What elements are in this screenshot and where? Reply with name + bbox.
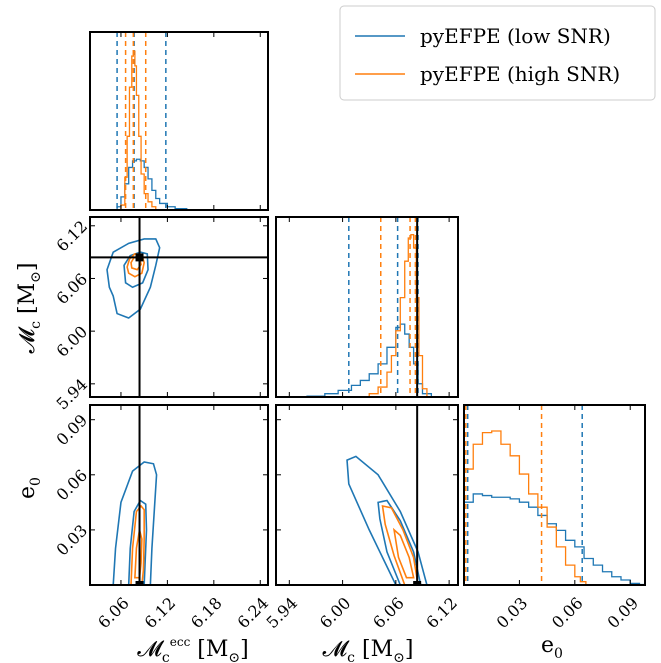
x-tick-label: 6.18 bbox=[187, 593, 226, 632]
legend: pyEFPE (low SNR) pyEFPE (high SNR) bbox=[339, 5, 656, 101]
panel-frame bbox=[275, 404, 459, 586]
marginal-panel-mc_ecc bbox=[89, 31, 269, 211]
truth-marker bbox=[135, 581, 144, 585]
y-tick-label: 0.09 bbox=[53, 411, 92, 450]
legend-label-low: pyEFPE (low SNR) bbox=[420, 24, 611, 48]
contour-line bbox=[106, 238, 161, 319]
x-tick-label: 5.94 bbox=[263, 593, 302, 632]
y-tick-label: 6.00 bbox=[53, 322, 92, 361]
y-axis-label-mc: 𝓜c [M⊙] bbox=[15, 263, 44, 354]
x-tick-label: 6.12 bbox=[422, 593, 461, 632]
panel-frame bbox=[89, 31, 269, 211]
histogram-step-high bbox=[276, 234, 458, 397]
histogram-step-high bbox=[90, 50, 268, 210]
x-tick-label: 6.06 bbox=[369, 593, 408, 632]
marginal-panel-mc bbox=[275, 216, 459, 398]
marginal-panel-e0: 0.03 0.06 0.09 bbox=[463, 404, 646, 632]
y-tick-label: 0.06 bbox=[53, 466, 92, 505]
histogram-step-low bbox=[464, 493, 645, 585]
y-tick-label: 6.06 bbox=[53, 269, 92, 308]
legend-label-high: pyEFPE (high SNR) bbox=[420, 62, 620, 86]
x-tick-label: 6.12 bbox=[141, 593, 180, 632]
panel-plot-area bbox=[112, 405, 158, 585]
contour-line bbox=[392, 527, 415, 579]
x-tick-label: 0.03 bbox=[493, 593, 532, 632]
x-tick-label: 0.06 bbox=[548, 593, 587, 632]
legend-box bbox=[339, 5, 656, 101]
histogram-step-high bbox=[464, 430, 645, 585]
x-tick-label: 6.00 bbox=[316, 593, 355, 632]
panels: 0.03 0.06 0.095.946.006.066.126.06 6.12 6.18… bbox=[53, 31, 646, 632]
histogram-step-low bbox=[90, 158, 268, 210]
y-tick-label: 0.03 bbox=[53, 521, 92, 560]
contour-line bbox=[112, 461, 158, 585]
y-tick-label: 6.12 bbox=[53, 217, 92, 256]
panel-frame bbox=[463, 404, 646, 586]
panel-plot-area bbox=[90, 32, 268, 210]
contour-line bbox=[127, 499, 148, 585]
contour-panel-mc_ecc-mc: 5.94 6.00 6.06 6.12 bbox=[53, 216, 269, 414]
histogram-step-low bbox=[276, 323, 458, 397]
panel-plot-area bbox=[346, 405, 428, 585]
panel-plot-area bbox=[90, 217, 268, 397]
contour-panel-mc_ecc-e0: 6.06 6.12 6.18 6.24 0.03 0.06 0.09 bbox=[53, 404, 273, 632]
axis-labels: 𝓜c [M⊙] e0 𝓜cecc [M⊙] 𝓜c [M⊙] e0 bbox=[15, 263, 563, 663]
panel-plot-area bbox=[464, 405, 645, 585]
panel-frame bbox=[275, 216, 459, 398]
x-tick-label: 0.09 bbox=[603, 593, 642, 632]
x-axis-label-mc-ecc: 𝓜cecc [M⊙] bbox=[137, 635, 248, 663]
y-axis-label-e0: e0 bbox=[15, 477, 44, 499]
panel-frame bbox=[89, 216, 269, 398]
contour-panel-mc-e0: 5.94 6.00 6.06 6.12 bbox=[263, 404, 461, 632]
x-axis-label-e0: e0 bbox=[541, 633, 563, 662]
x-axis-label-mc: 𝓜c [M⊙] bbox=[323, 637, 414, 663]
y-tick-label: 5.94 bbox=[53, 375, 92, 414]
contour-line bbox=[134, 529, 143, 579]
contour-line bbox=[130, 504, 145, 585]
x-tick-label: 6.06 bbox=[94, 593, 133, 632]
contour-line bbox=[346, 455, 428, 585]
contour-line bbox=[381, 505, 419, 585]
contour-line bbox=[123, 251, 149, 289]
panel-plot-area bbox=[276, 217, 458, 397]
truth-marker bbox=[413, 581, 422, 585]
truth-marker bbox=[135, 253, 144, 262]
x-tick-label: 6.24 bbox=[234, 593, 273, 632]
panel-frame bbox=[89, 404, 269, 586]
